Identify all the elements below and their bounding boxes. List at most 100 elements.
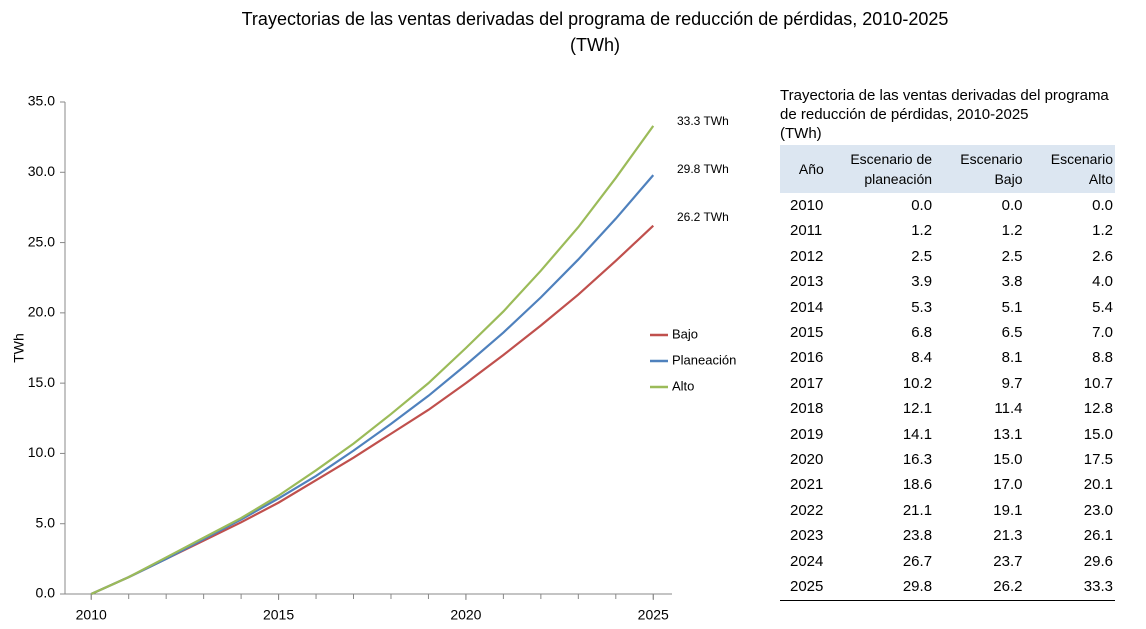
table-cell: 0.0 xyxy=(1092,197,1113,214)
chart-subtitle: (TWh) xyxy=(570,35,620,55)
chart-title: Trayectorias de las ventas derivadas del… xyxy=(242,9,949,29)
column-header: Escenario de planeación xyxy=(842,145,935,193)
table-cell: 10.2 xyxy=(902,374,933,392)
table-cell: 2024 xyxy=(790,552,824,570)
table-cell: 1.2 xyxy=(911,222,933,240)
table-cell: 2023 xyxy=(790,527,824,545)
table-cell: 2025 xyxy=(780,574,843,601)
table-cell: 15.0 xyxy=(993,451,1023,469)
table-cell: 2021 xyxy=(790,476,824,494)
table-cell: 23.0 xyxy=(1083,501,1113,519)
x-tick-label: 2020 xyxy=(450,607,481,623)
series-line xyxy=(90,125,655,596)
table-cell: 23.7 xyxy=(993,552,1023,570)
table-cell: 16.3 xyxy=(902,451,933,469)
table-cell: 2019 xyxy=(790,425,824,443)
table-cell: 8.4 xyxy=(911,349,933,367)
table-cell: 3.9 xyxy=(911,273,933,291)
y-tick-label: 35.0 xyxy=(28,93,55,109)
table-cell: 21.1 xyxy=(902,501,933,519)
table-row: 2014 5.3 5.1 5.4 xyxy=(780,295,1115,320)
table-cell: 2015 xyxy=(790,324,824,342)
table-cell: 2.6 xyxy=(1092,247,1113,265)
table-cell: 0.0 xyxy=(1001,197,1023,214)
x-tick-label: 2025 xyxy=(638,607,669,623)
table-cell: 2011 xyxy=(790,222,823,240)
header-row: Año Escenario de planeación Escenario Bajo… xyxy=(780,145,1115,193)
y-tick-label: 10.0 xyxy=(28,444,55,460)
table-unit: (TWh) xyxy=(780,125,822,142)
table-cell: 2014 xyxy=(790,298,824,316)
annotation: 26.2 TWh xyxy=(677,210,729,224)
table-cell: 26.2 xyxy=(934,574,1025,601)
table-cell: 19.1 xyxy=(993,501,1023,519)
table-row: 2013 3.9 3.8 4.0 xyxy=(780,269,1115,294)
table-cell: 2022 xyxy=(790,501,824,519)
column-header: Escenario Alto xyxy=(1024,145,1115,193)
table-cell: 2010 xyxy=(790,197,824,214)
table-cell: 2020 xyxy=(790,451,824,469)
y-tick-label: 25.0 xyxy=(28,233,55,249)
table-cell: 0.0 xyxy=(911,197,933,214)
table-cell: 15.0 xyxy=(1083,425,1113,443)
series-line xyxy=(90,174,655,596)
table-cell: 17.0 xyxy=(993,476,1023,494)
table-row: 2016 8.4 8.1 8.8 xyxy=(780,345,1115,370)
table-cell: 18.6 xyxy=(902,476,933,494)
table-row: 2024 26.7 23.7 29.6 xyxy=(780,549,1115,574)
table-cell: 2.5 xyxy=(911,247,933,265)
table-row: 2020 16.3 15.0 17.5 xyxy=(780,447,1115,472)
table-row: 2022 21.1 19.1 23.0 xyxy=(780,498,1115,523)
table-row: 2015 6.8 6.5 7.0 xyxy=(780,320,1115,345)
table-cell: 13.1 xyxy=(993,425,1023,443)
table-row: 2025 29.8 26.2 33.3 xyxy=(780,574,1115,601)
column-header: Escenario Bajo xyxy=(934,145,1025,193)
y-tick-label: 30.0 xyxy=(28,163,55,179)
y-tick-label: 0.0 xyxy=(36,585,56,601)
table-cell: 26.7 xyxy=(902,552,933,570)
legend-label: Bajo xyxy=(672,326,698,341)
table-cell: 33.3 xyxy=(1024,574,1115,601)
table-cell: 14.1 xyxy=(902,425,933,443)
table: Año Escenario de planeación Escenario Bajo… xyxy=(780,145,1115,601)
table-cell: 8.1 xyxy=(1001,349,1023,367)
annotation: 29.8 TWh xyxy=(677,162,729,176)
y-tick-label: 15.0 xyxy=(28,374,55,390)
table-cell: 2017 xyxy=(790,374,824,392)
table-cell: 5.4 xyxy=(1092,298,1113,316)
table-row: 2012 2.5 2.5 2.6 xyxy=(780,244,1115,269)
table-row: 2019 14.1 13.1 15.0 xyxy=(780,422,1115,447)
table-row: 2018 12.1 11.4 12.8 xyxy=(780,396,1115,421)
table-cell: 2012 xyxy=(790,247,824,265)
table-row: 2023 23.8 21.3 26.1 xyxy=(780,523,1115,548)
column-header: Año xyxy=(780,145,843,193)
table-cell: 2013 xyxy=(790,273,824,291)
table-cell: 29.6 xyxy=(1083,552,1113,570)
table-cell: 21.3 xyxy=(993,527,1023,545)
table-cell: 10.7 xyxy=(1083,374,1113,392)
table-cell: 9.7 xyxy=(1001,374,1023,392)
table-cell: 3.8 xyxy=(1001,273,1023,291)
series-line xyxy=(90,224,655,596)
table-cell: 8.8 xyxy=(1092,349,1113,367)
y-axis-label: TWh xyxy=(11,333,27,363)
table-cell: 1.2 xyxy=(1001,222,1023,240)
table-row: 2017 10.2 9.7 10.7 xyxy=(780,371,1115,396)
table-cell: 4.0 xyxy=(1092,273,1113,291)
table-row: 2010 0.0 0.0 0.0 xyxy=(780,193,1115,218)
table-cell: 12.1 xyxy=(902,400,933,418)
table-cell: 7.0 xyxy=(1092,324,1113,342)
table-cell: 11.4 xyxy=(994,400,1023,418)
table-body: 2010 0.0 0.0 0.0 2011 1.2 1.2 1.2 2012 2.5 2.5 2.6 2… xyxy=(780,193,1115,601)
legend-label: Planeación xyxy=(672,352,736,367)
table-cell: 6.5 xyxy=(1001,324,1023,342)
y-tick-label: 20.0 xyxy=(28,304,55,320)
table-cell: 2018 xyxy=(790,400,824,418)
table-cell: 17.5 xyxy=(1083,451,1113,469)
table-row: 2011 1.2 1.2 1.2 xyxy=(780,218,1115,243)
legend-label: Alto xyxy=(672,378,694,393)
table-cell: 5.1 xyxy=(1001,298,1023,316)
table-cell: 20.1 xyxy=(1083,476,1113,494)
